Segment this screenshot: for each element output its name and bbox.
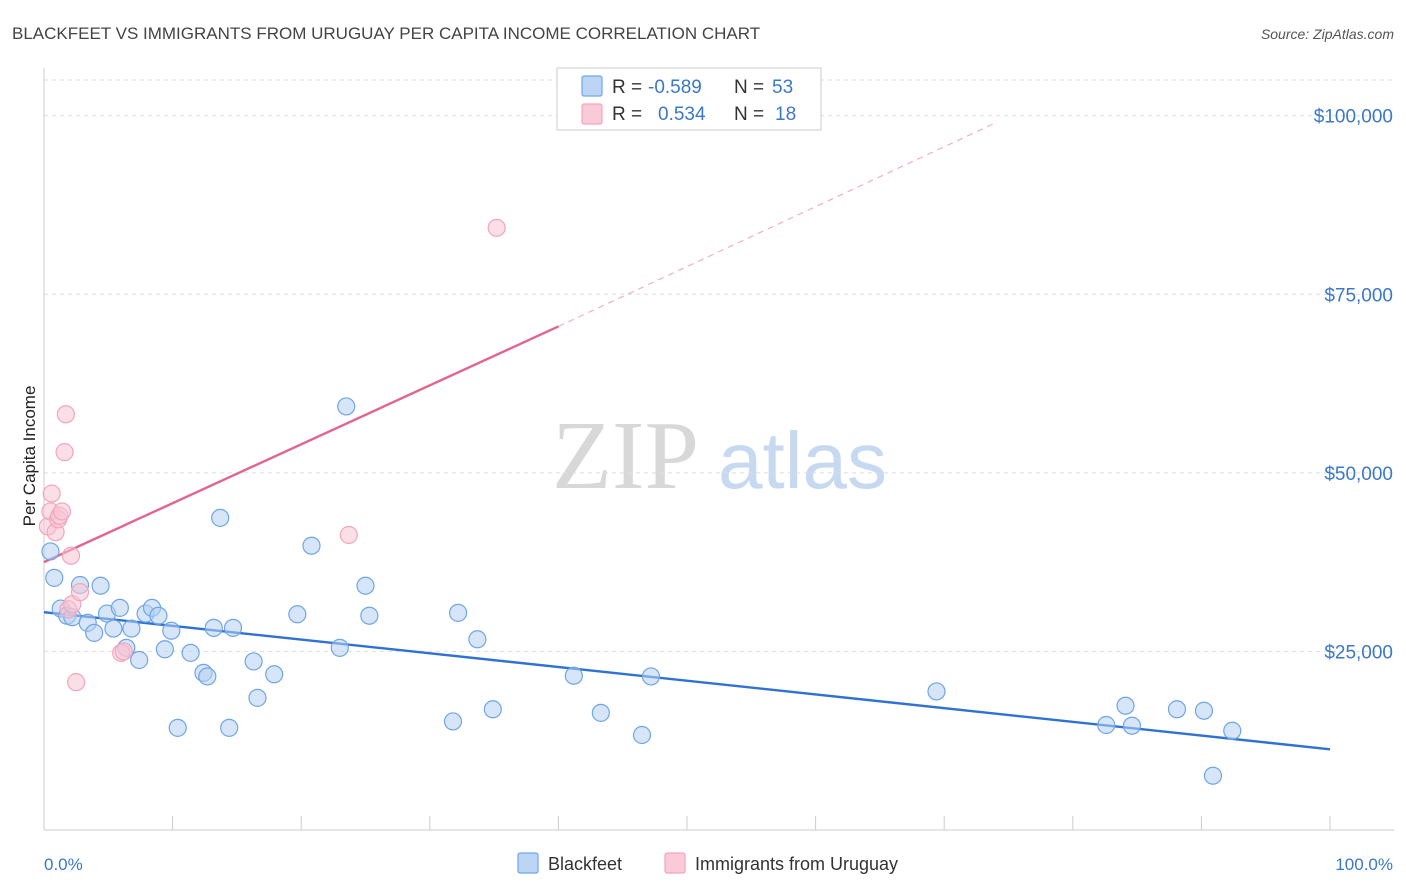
y-tick-label: $25,000: [1324, 642, 1393, 663]
watermark: ZIP atlas: [552, 402, 887, 510]
data-points: [38, 218, 1242, 785]
blackfeet-point: [198, 667, 217, 686]
legend-r-value-uruguay: 0.534: [658, 104, 706, 125]
grid: [44, 79, 1394, 652]
legend-swatch-blackfeet: [581, 75, 603, 97]
uruguay-point: [61, 546, 81, 565]
blackfeet-point: [1116, 696, 1135, 715]
bottom-legend-swatch-blackfeet: [517, 852, 539, 874]
blackfeet-point: [122, 619, 141, 638]
top-legend: R = -0.589 N = 53 R = 0.534 N = 18: [556, 67, 822, 131]
uruguay-point: [56, 405, 75, 424]
legend-r-label-blackfeet: R =: [612, 77, 642, 98]
legend-swatch-uruguay: [581, 103, 603, 125]
blackfeet-point: [265, 665, 284, 684]
chart-title: BLACKFEET VS IMMIGRANTS FROM URUGUAY PER…: [12, 24, 760, 43]
x-tick-labels: 0.0% 100.0%: [44, 855, 1393, 874]
blackfeet-point: [1097, 715, 1116, 735]
blackfeet-point: [244, 652, 263, 671]
bottom-legend: Blackfeet Immigrants from Uruguay: [517, 852, 898, 874]
y-tick-label: $100,000: [1314, 107, 1393, 128]
uruguay-point: [55, 443, 74, 462]
blackfeet-point: [110, 598, 129, 617]
watermark-atlas: atlas: [718, 416, 887, 505]
blackfeet-point: [1167, 700, 1187, 719]
uruguay-point: [114, 642, 133, 661]
chart-source: Source: ZipAtlas.com: [1261, 26, 1394, 42]
uruguay-point: [52, 502, 72, 521]
blackfeet-point: [1122, 716, 1142, 735]
legend-n-label-uruguay: N =: [734, 104, 764, 125]
blackfeet-point: [641, 667, 661, 686]
legend-n-value-blackfeet: 53: [772, 77, 793, 98]
y-tick-label: $75,000: [1324, 285, 1393, 306]
y-tick-labels: $25,000 $50,000 $75,000 $100,000: [1314, 107, 1393, 664]
legend-n-label-blackfeet: N =: [734, 77, 764, 98]
bottom-legend-swatch-uruguay: [664, 852, 686, 874]
uruguay-trend-line: [43, 325, 559, 564]
blackfeet-point: [1223, 721, 1242, 740]
blackfeet-point: [45, 568, 64, 587]
blackfeet-point: [104, 619, 123, 638]
legend-r-label-uruguay: R =: [612, 104, 642, 125]
blackfeet-point: [288, 605, 307, 624]
blackfeet-point: [162, 621, 181, 640]
bottom-legend-label-blackfeet: Blackfeet: [548, 854, 622, 874]
blackfeet-point: [211, 508, 230, 527]
blackfeet-point: [443, 712, 463, 731]
uruguay-point: [67, 673, 86, 692]
y-axis-title: Per Capita Income: [20, 386, 39, 527]
blackfeet-point: [356, 576, 375, 595]
blackfeet-point: [149, 606, 168, 625]
bottom-legend-label-uruguay: Immigrants from Uruguay: [695, 854, 898, 874]
blackfeet-point: [223, 618, 243, 637]
blackfeet-point: [468, 630, 487, 649]
x-tick-label-max: 100.0%: [1335, 855, 1393, 874]
watermark-zip: ZIP: [552, 402, 699, 510]
blackfeet-point: [168, 718, 187, 737]
blackfeet-point: [330, 638, 349, 657]
uruguay-point: [70, 583, 90, 602]
blackfeet-point: [181, 643, 200, 662]
legend-r-value-blackfeet: -0.589: [648, 77, 702, 98]
blackfeet-point: [564, 666, 583, 685]
uruguay-point: [42, 484, 61, 503]
blackfeet-point: [483, 700, 502, 719]
blackfeet-point: [1203, 766, 1223, 785]
blackfeet-point: [302, 536, 321, 555]
blackfeet-point: [91, 576, 110, 595]
legend-n-value-uruguay: 18: [775, 104, 796, 125]
axes: [43, 68, 1394, 831]
blackfeet-point: [927, 682, 946, 701]
blackfeet-point: [130, 650, 149, 670]
blackfeet-point: [448, 603, 468, 622]
blackfeet-point: [155, 640, 174, 659]
uruguay-point: [339, 525, 358, 545]
trend-lines: [43, 122, 1331, 751]
uruguay-point: [487, 218, 506, 237]
blackfeet-point: [248, 688, 267, 707]
blackfeet-point: [1194, 701, 1214, 720]
blackfeet-point: [220, 718, 239, 737]
blackfeet-point: [360, 606, 379, 625]
blackfeet-trend-line: [43, 610, 1331, 751]
blackfeet-point: [85, 623, 104, 642]
blackfeet-point: [337, 397, 356, 416]
blackfeet-point: [204, 618, 223, 637]
uruguay-trend-extension: [558, 122, 996, 327]
y-tick-label: $50,000: [1324, 464, 1393, 485]
blackfeet-point: [41, 542, 60, 561]
blackfeet-point: [591, 703, 610, 722]
x-tick-label-min: 0.0%: [44, 855, 83, 874]
blackfeet-point: [632, 725, 652, 745]
